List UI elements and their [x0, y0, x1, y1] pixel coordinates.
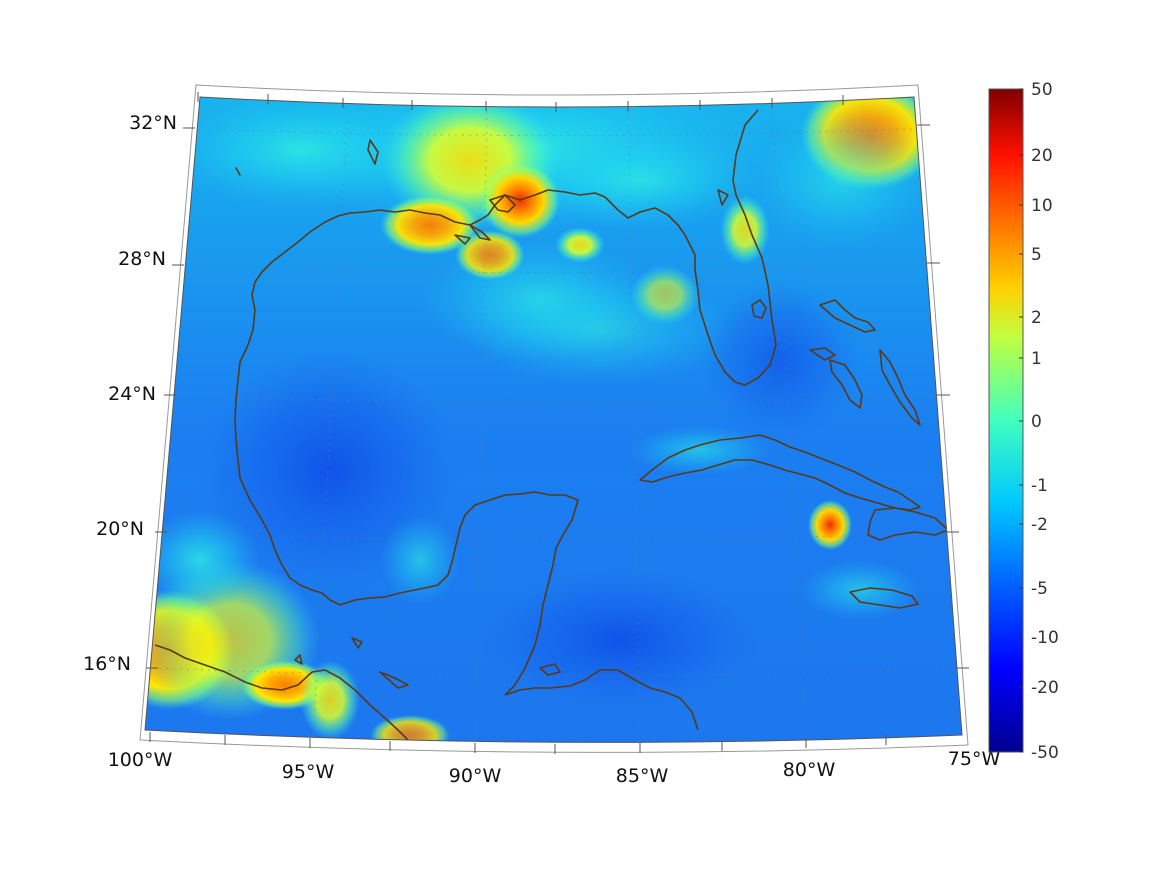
lat-label: 28°N	[118, 248, 166, 270]
colorbar-tick-label: -1	[1031, 476, 1048, 496]
lon-label: 95°W	[282, 761, 335, 783]
colorbar: 50 20 10 5 2 1 0 -1 -2 -5 -10 -20 -50	[988, 80, 1059, 763]
latitude-labels: 32°N 28°N 24°N 20°N 16°N	[83, 112, 177, 675]
colorbar-tick-label: -5	[1031, 579, 1048, 599]
lon-label: 100°W	[108, 749, 173, 771]
colorbar-tick-label: 2	[1031, 308, 1042, 328]
lon-label: 90°W	[449, 765, 502, 787]
lon-label: 75°W	[948, 748, 1001, 770]
map-frame	[139, 84, 969, 754]
colorbar-tick-label: 5	[1031, 245, 1042, 265]
colorbar-tick-label: 1	[1031, 349, 1042, 369]
colorbar-tick-label: 0	[1031, 412, 1042, 432]
colorbar-tick-label: -20	[1031, 678, 1059, 698]
lat-label: 20°N	[96, 518, 144, 540]
colorbar-tick-label: 50	[1031, 80, 1053, 100]
colorbar-tick-label: 10	[1031, 196, 1053, 216]
colorbar-tick-label: -50	[1031, 743, 1059, 763]
coastlines	[154, 109, 949, 743]
lon-label: 80°W	[783, 759, 836, 781]
lon-label: 85°W	[616, 765, 669, 787]
colorbar-tick-label: -2	[1031, 515, 1048, 535]
colorbar-ramp	[988, 88, 1024, 753]
data-field	[145, 97, 962, 743]
graticule	[151, 99, 962, 743]
longitude-labels: 100°W 95°W 90°W 85°W 80°W 75°W	[108, 748, 1001, 787]
lat-label: 24°N	[108, 383, 156, 405]
lat-label: 16°N	[83, 653, 131, 675]
lat-label: 32°N	[129, 112, 177, 134]
colorbar-tick-label: 20	[1031, 146, 1053, 166]
colorbar-tick-label: -10	[1031, 628, 1059, 648]
